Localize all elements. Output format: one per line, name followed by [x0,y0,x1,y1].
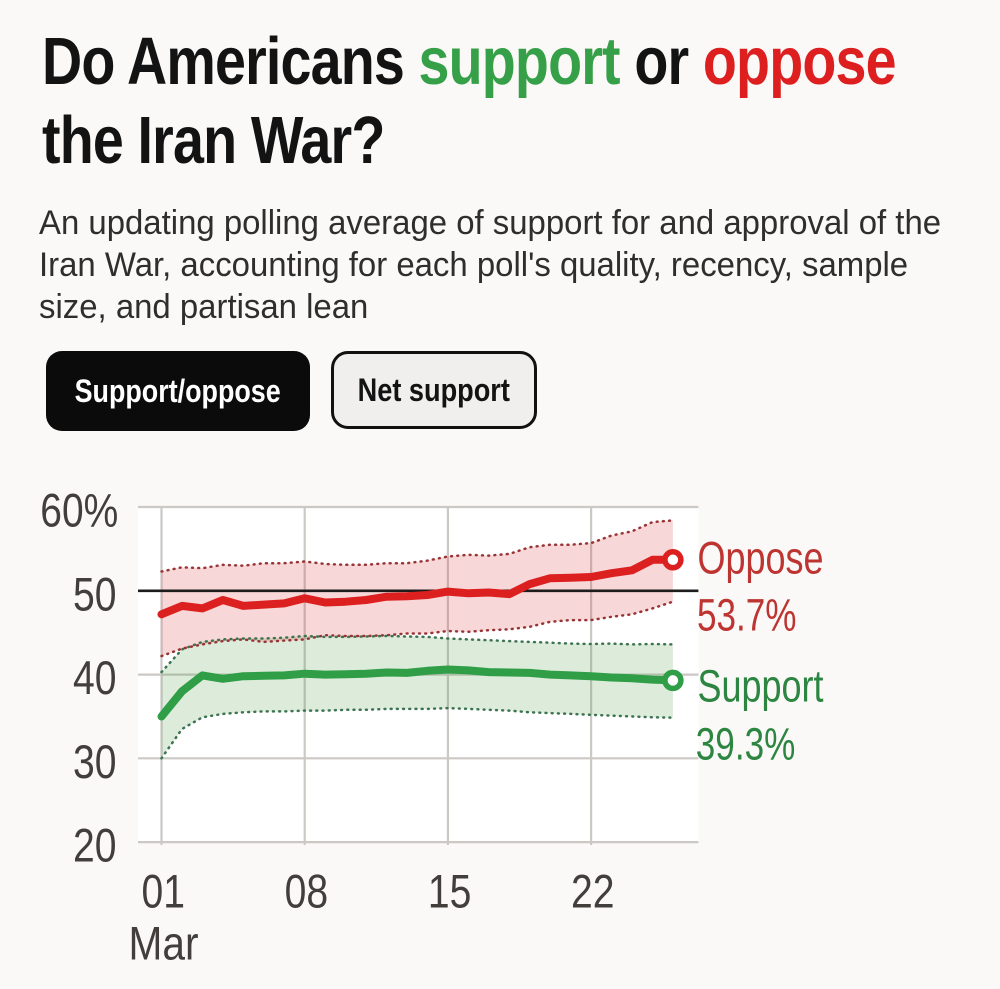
svg-text:01: 01 [141,865,185,918]
svg-text:Oppose: Oppose [698,533,824,584]
svg-text:30: 30 [73,735,117,788]
svg-text:53.7%: 53.7% [697,589,797,640]
svg-text:Support: Support [698,660,824,711]
svg-text:22: 22 [571,865,615,918]
svg-text:20: 20 [73,819,117,872]
svg-text:40: 40 [73,651,117,704]
svg-text:50: 50 [73,567,117,620]
svg-text:08: 08 [285,865,329,918]
svg-text:39.3%: 39.3% [696,718,796,769]
svg-text:15: 15 [428,865,472,918]
svg-text:Mar: Mar [129,916,199,969]
svg-text:60%: 60% [40,484,118,537]
